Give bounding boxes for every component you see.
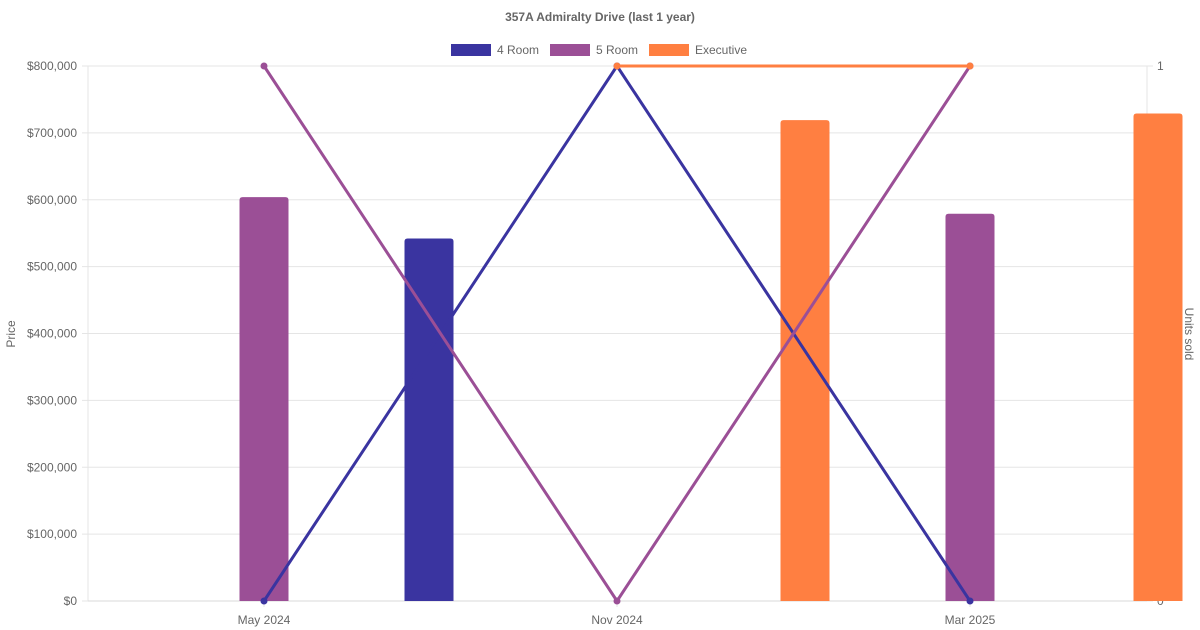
- y-right-axis-title: Units sold: [1182, 308, 1196, 361]
- y-left-axis-title: Price: [4, 320, 18, 348]
- x-tick-label: Nov 2024: [591, 613, 643, 627]
- x-tick-label: May 2024: [238, 613, 291, 627]
- y-left-tick-label: $0: [64, 594, 78, 608]
- y-left-tick-label: $400,000: [27, 327, 77, 341]
- y-left-tick-label: $200,000: [27, 460, 77, 474]
- y-right-tick-label: 1: [1157, 59, 1164, 73]
- bar: [1133, 113, 1183, 601]
- series-point: [613, 62, 621, 70]
- series-point: [966, 597, 974, 605]
- bars: [239, 113, 1183, 601]
- series-point: [260, 62, 268, 70]
- y-left-tick-label: $300,000: [27, 393, 77, 407]
- legend-swatch: [451, 44, 491, 56]
- y-left-tick-label: $700,000: [27, 126, 77, 140]
- legend: 4 Room 5 Room Executive: [451, 43, 747, 57]
- bar: [780, 120, 830, 601]
- series-point: [613, 597, 621, 605]
- legend-swatch: [550, 44, 590, 56]
- x-axis-ticks: May 2024 Nov 2024 Mar 2025: [238, 601, 996, 627]
- legend-label: 4 Room: [497, 43, 539, 57]
- legend-swatch: [649, 44, 689, 56]
- lines: [260, 62, 974, 605]
- series-point: [966, 62, 974, 70]
- y-left-tick-label: $500,000: [27, 260, 77, 274]
- bar: [404, 238, 454, 601]
- legend-label: Executive: [695, 43, 747, 57]
- series-point: [260, 597, 268, 605]
- bar: [945, 213, 995, 601]
- legend-label: 5 Room: [596, 43, 638, 57]
- bar: [239, 197, 289, 601]
- x-tick-label: Mar 2025: [945, 613, 996, 627]
- chart-title: 357A Admiralty Drive (last 1 year): [505, 10, 695, 24]
- y-left-tick-label: $800,000: [27, 59, 77, 73]
- y-left-tick-label: $100,000: [27, 527, 77, 541]
- y-left-axis-ticks: $0 $100,000 $200,000 $300,000 $400,000 $500,0…: [27, 59, 77, 608]
- y-left-tick-label: $600,000: [27, 193, 77, 207]
